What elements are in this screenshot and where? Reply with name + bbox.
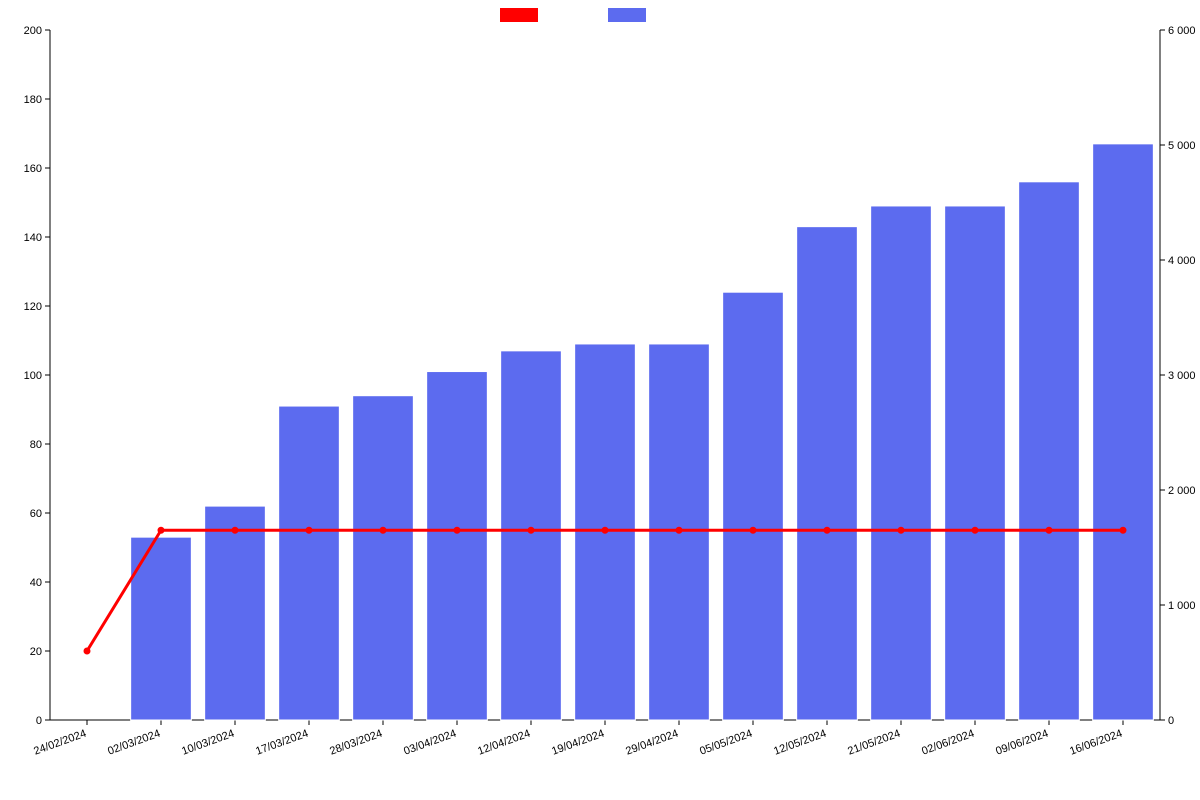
line-marker [380, 527, 386, 533]
line-marker [972, 527, 978, 533]
x-tick-label: 29/04/2024 [624, 728, 680, 758]
line-marker [454, 527, 460, 533]
combo-chart: 0 20 40 60 80 100 120 140 160 180 200 0 1 000 2 000 3 … [0, 0, 1200, 800]
bar [427, 372, 488, 720]
line-marker [824, 527, 830, 533]
line-marker [750, 527, 756, 533]
right-tick-label: 3 000 [1168, 370, 1196, 382]
x-tick-label: 16/06/2024 [1068, 728, 1124, 758]
right-tick-label: 5 000 [1168, 140, 1196, 152]
x-tick-label: 09/06/2024 [994, 728, 1050, 758]
line-marker [1120, 527, 1126, 533]
bar [205, 506, 266, 720]
bar [1019, 182, 1080, 720]
x-tick-label: 19/04/2024 [550, 728, 606, 758]
x-tick-label: 02/03/2024 [106, 728, 162, 758]
x-tick-label: 03/04/2024 [402, 728, 458, 758]
bar [871, 206, 932, 720]
left-tick-label: 140 [24, 232, 42, 244]
left-tick-label: 80 [30, 439, 42, 451]
x-tick-label: 17/03/2024 [254, 728, 310, 758]
left-tick-label: 60 [30, 508, 42, 520]
line-marker [602, 527, 608, 533]
line-marker [1046, 527, 1052, 533]
bar [353, 396, 414, 720]
left-tick-label: 160 [24, 163, 42, 175]
x-tick-label: 12/04/2024 [476, 728, 532, 758]
right-tick-label: 0 [1168, 715, 1174, 727]
x-tick-label: 24/02/2024 [32, 728, 88, 758]
legend-swatch [608, 8, 646, 22]
bar [723, 292, 784, 720]
chart-container: 0 20 40 60 80 100 120 140 160 180 200 0 1 000 2 000 3 … [0, 0, 1200, 800]
line-marker [158, 527, 164, 533]
x-tick-label: 10/03/2024 [180, 728, 236, 758]
bar [279, 406, 340, 720]
right-tick-label: 6 000 [1168, 25, 1196, 37]
right-tick-label: 4 000 [1168, 255, 1196, 267]
line-marker [84, 648, 90, 654]
left-tick-label: 120 [24, 301, 42, 313]
left-tick-label: 100 [24, 370, 42, 382]
line-marker [898, 527, 904, 533]
x-tick-label: 12/05/2024 [772, 728, 828, 758]
bar [945, 206, 1006, 720]
left-tick-label: 20 [30, 646, 42, 658]
left-tick-label: 180 [24, 94, 42, 106]
x-tick-label: 02/06/2024 [920, 728, 976, 758]
line-marker [528, 527, 534, 533]
bar [1093, 144, 1154, 720]
left-tick-label: 0 [36, 715, 42, 727]
line-marker [306, 527, 312, 533]
left-tick-label: 200 [24, 25, 42, 37]
bar [797, 227, 858, 720]
line-marker [676, 527, 682, 533]
x-tick-label: 21/05/2024 [846, 728, 902, 758]
right-tick-label: 2 000 [1168, 485, 1196, 497]
bar [501, 351, 562, 720]
line-marker [232, 527, 238, 533]
left-tick-label: 40 [30, 577, 42, 589]
x-tick-label: 28/03/2024 [328, 728, 384, 758]
x-tick-label: 05/05/2024 [698, 728, 754, 758]
legend-swatch [500, 8, 538, 22]
right-tick-label: 1 000 [1168, 600, 1196, 612]
